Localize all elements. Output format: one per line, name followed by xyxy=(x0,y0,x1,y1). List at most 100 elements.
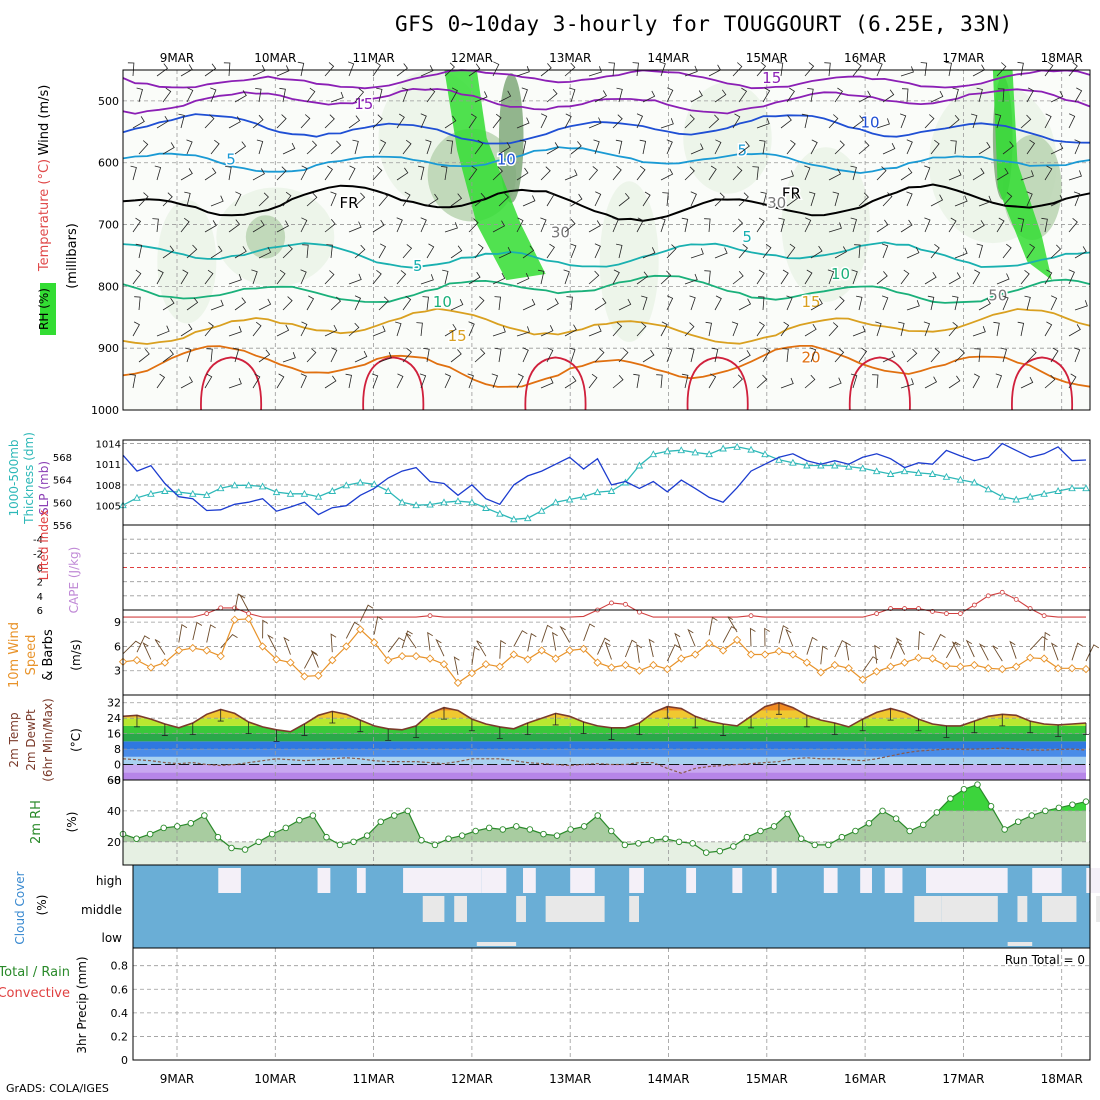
lifted-index-point xyxy=(1041,613,1047,619)
rh-point xyxy=(160,824,167,832)
wind-barb xyxy=(372,219,385,233)
pressure-tick-label: 700 xyxy=(98,219,119,232)
wind-barb xyxy=(756,269,765,285)
wind-barb xyxy=(540,63,552,77)
wind-barb xyxy=(378,191,388,207)
wind-barb-10m xyxy=(267,634,277,652)
wind-barb xyxy=(162,192,173,207)
wind-barb xyxy=(659,217,666,233)
wind-barb xyxy=(1026,348,1037,363)
wind-barb xyxy=(276,220,289,233)
wind-barb xyxy=(882,143,896,155)
li-axis-label: Lifted Index xyxy=(37,510,51,581)
date-label-top: 16MAR xyxy=(844,51,886,65)
rh-band-low xyxy=(123,841,1090,865)
wind-barb xyxy=(1044,165,1053,181)
wind-barb xyxy=(858,140,870,155)
wind-speed-point xyxy=(481,660,491,669)
wind-barb xyxy=(642,247,656,259)
contour-label: 15 xyxy=(801,293,820,311)
date-label-bottom: 12MAR xyxy=(451,1072,493,1086)
rh-point xyxy=(906,827,913,835)
temp-band xyxy=(123,772,1086,780)
slp-tick-label: 1005 xyxy=(96,502,121,513)
wind-barb xyxy=(972,269,981,285)
rh-point xyxy=(1082,798,1090,805)
contour-label: 5 xyxy=(737,141,747,159)
wind-barb xyxy=(850,217,857,233)
wind-barb xyxy=(127,62,135,77)
wind-barbs-axis-label: & Barbs xyxy=(41,629,56,681)
contour-label: 10 xyxy=(433,293,452,311)
slp-tick-label: 1008 xyxy=(96,481,121,492)
wind-barb xyxy=(232,347,240,363)
wind-barb-10m xyxy=(666,644,681,662)
wind-barb-10m xyxy=(1009,640,1017,659)
wind-barb xyxy=(618,298,632,311)
wind-speed-point xyxy=(746,650,756,659)
temp-band xyxy=(123,725,1086,734)
wind-barb xyxy=(588,220,601,233)
wind-speed-point xyxy=(900,658,909,667)
rh-point xyxy=(309,812,317,819)
wind-barb xyxy=(594,191,602,207)
wind-barb xyxy=(419,373,427,389)
rh-point xyxy=(268,830,276,838)
minmax-whisker xyxy=(441,707,447,720)
wind-barb xyxy=(300,321,308,337)
thickness-point xyxy=(286,489,295,497)
wind-barb xyxy=(279,87,286,103)
wind-barb xyxy=(974,348,981,363)
wind-speed-point xyxy=(160,658,170,667)
cloud-high-block xyxy=(218,868,241,893)
thickness-point xyxy=(663,447,672,455)
wind-barb-10m xyxy=(895,637,906,655)
rh-point xyxy=(526,826,534,833)
wind-barb-10m xyxy=(845,641,852,661)
temperature-contour xyxy=(122,69,1091,90)
wind-barb xyxy=(1044,321,1053,337)
wind-barb xyxy=(402,191,411,207)
wind-barb xyxy=(276,269,286,285)
minmax-whisker xyxy=(887,708,894,721)
wind-barb xyxy=(756,374,768,389)
cloud-level-label: low xyxy=(102,931,123,945)
wind-barb xyxy=(252,168,265,181)
wind-barb xyxy=(858,347,868,363)
wind-barb xyxy=(923,321,931,337)
pressure-axis-label: (millibars) xyxy=(65,223,80,289)
wind-barb xyxy=(616,243,623,259)
wind-barb xyxy=(906,191,913,207)
wind-barb xyxy=(666,244,677,259)
cloud-high-block xyxy=(317,868,331,893)
lifted-index-point xyxy=(427,613,433,619)
thickness-point xyxy=(635,461,644,469)
wind-barb-10m xyxy=(946,641,961,659)
wind-barb xyxy=(516,167,529,181)
wind-barb xyxy=(1068,217,1078,233)
lifted-index-point xyxy=(636,609,642,615)
rh2m-unit-label: (%) xyxy=(65,812,79,833)
minmax-whisker xyxy=(329,711,336,724)
thickness-point xyxy=(733,442,741,450)
wind-barb xyxy=(1002,295,1009,311)
temp-band xyxy=(123,702,1086,703)
wind-barb xyxy=(666,139,673,155)
wind-barb xyxy=(780,269,789,285)
wind-barb xyxy=(1073,347,1081,363)
wind-speed-point xyxy=(397,652,407,661)
wind-barb xyxy=(251,269,258,285)
wind-barb xyxy=(498,90,512,103)
thickness-point xyxy=(565,495,574,503)
wind-barb xyxy=(162,245,175,259)
wind-barb xyxy=(258,298,272,311)
wind-barb-10m xyxy=(708,616,718,636)
wind-barb xyxy=(468,321,475,337)
wind-barb xyxy=(132,269,142,285)
wind-barb xyxy=(252,373,261,389)
wind-barb xyxy=(516,373,524,389)
minmax-whisker xyxy=(971,721,978,734)
wind10m-axis-label: 10m Wind xyxy=(7,622,22,688)
wind-barb xyxy=(972,373,980,389)
wind-barb xyxy=(258,349,271,363)
